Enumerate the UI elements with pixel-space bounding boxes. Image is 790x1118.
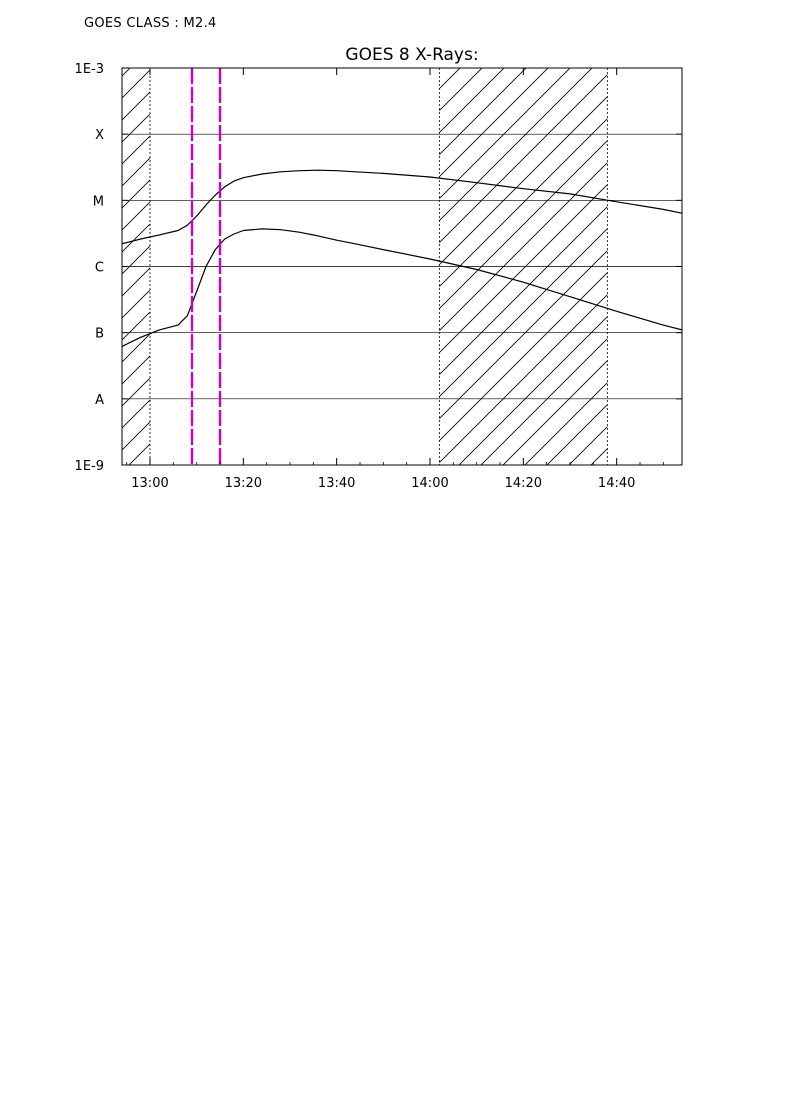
event-markers [190,68,222,465]
series-line [122,169,682,245]
y-tick-label: C [95,261,104,276]
x-tick-label: 13:40 [318,476,355,491]
y-tick-label: X [95,128,104,143]
series-lines [122,169,682,347]
y-tick-label: B [95,327,104,342]
x-axis-ticks: 13:00 13:20 13:40 14:00 14:20 14:40 [126,68,664,491]
x-tick-label: 13:00 [131,476,168,491]
x-tick-label: 14:20 [505,476,542,491]
y-tick-label: A [95,393,104,408]
y-tick-label: 1E-9 [75,459,104,474]
x-tick-label: 13:20 [225,476,262,491]
y-tick-label: 1E-3 [75,62,104,77]
goes-class-label: GOES CLASS : [84,16,180,31]
series-line [122,228,682,347]
y-axis-ticks: 1E-3 X M C B A 1E-9 [75,62,682,474]
y-tick-label: M [93,194,104,209]
x-tick-label: 14:00 [411,476,448,491]
chart-title: GOES 8 X-Rays: [345,45,478,65]
goes-class-header: GOES CLASS : M2.4 [84,16,217,31]
goes-class-value: M2.4 [183,16,217,31]
gridlines [122,133,682,400]
x-tick-label: 14:40 [598,476,635,491]
